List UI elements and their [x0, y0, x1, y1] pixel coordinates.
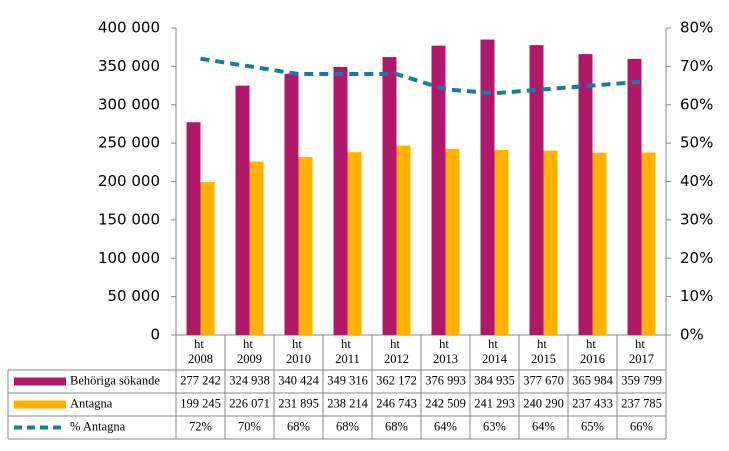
table-value: 237 785 [621, 396, 662, 410]
x-tick-label: ht 2011 [335, 337, 360, 366]
table-value: 340 424 [278, 373, 319, 387]
table-value: 66% [630, 419, 653, 433]
x-tick-label: ht 2016 [580, 337, 605, 366]
bar [333, 66, 348, 336]
y-tick-label: 0 [150, 326, 160, 344]
y-tick-label: 50 000 [108, 287, 161, 305]
y-tick-label: 300 000 [98, 95, 160, 113]
table-value: 64% [532, 419, 555, 433]
y-tick-label: 250 000 [98, 134, 160, 152]
table-value: 359 799 [621, 373, 662, 387]
table-value: 63% [483, 419, 506, 433]
bar [298, 157, 313, 335]
table-value: 72% [189, 419, 212, 433]
y-tick-label: 350 000 [98, 57, 160, 75]
legend-swatch [14, 377, 66, 386]
y2-tick-label: 80% [680, 19, 713, 37]
table-value: 349 316 [327, 373, 368, 387]
y2-tick-label: 0% [680, 326, 704, 344]
table-value: 68% [336, 419, 359, 433]
bar [382, 57, 397, 335]
x-tick-label: ht 2014 [482, 337, 508, 366]
bar [641, 152, 656, 335]
table-value: 226 071 [229, 396, 270, 410]
table-value: 231 895 [278, 396, 319, 410]
legend-label: Antagna [70, 396, 113, 410]
table-value: 246 743 [376, 396, 417, 410]
bar [235, 85, 250, 336]
table-value: 64% [434, 419, 457, 433]
y2-tick-label: 20% [680, 249, 713, 267]
legend-label: % Antagna [70, 419, 126, 433]
x-tick-label: ht 2008 [188, 337, 213, 366]
bar [200, 182, 215, 335]
bar [186, 122, 201, 335]
y2-tick-label: 10% [680, 287, 713, 305]
x-tick-label: ht 2012 [384, 337, 409, 366]
table-value: 199 245 [180, 396, 221, 410]
table-value: 277 242 [180, 373, 221, 387]
bar [431, 45, 446, 336]
line [200, 56, 642, 96]
y-tick-label: 400 000 [98, 19, 160, 37]
legend-label: Behöriga sökande [70, 373, 160, 387]
bar [592, 152, 607, 335]
y2-tick-label: 70% [680, 57, 713, 75]
table-value: 237 433 [572, 396, 613, 410]
bar [494, 149, 509, 335]
y-tick-label: 200 000 [98, 172, 160, 190]
y-tick-label: 150 000 [98, 210, 160, 228]
bar [445, 148, 460, 335]
table-value: 240 290 [523, 396, 564, 410]
bar [249, 161, 264, 335]
table-value: 238 214 [327, 396, 368, 410]
bar [347, 152, 362, 335]
table-value: 365 984 [572, 373, 613, 387]
bar [543, 150, 558, 335]
bar [627, 58, 642, 335]
y2-tick-label: 50% [680, 134, 713, 152]
table-value: 68% [385, 419, 408, 433]
x-tick-label: ht 2009 [237, 337, 262, 366]
table-value: 68% [287, 419, 310, 433]
bar [578, 54, 593, 336]
table-value: 324 938 [229, 373, 270, 387]
bar [284, 73, 299, 335]
table-value: 241 293 [474, 396, 515, 410]
y2-tick-label: 60% [680, 95, 713, 113]
x-tick-label: ht 2010 [286, 337, 311, 366]
legend-swatch [14, 400, 66, 409]
table-value: 70% [238, 419, 261, 433]
bar [396, 145, 411, 335]
bar [480, 39, 495, 336]
table-value: 242 509 [425, 396, 466, 410]
table-value: 376 993 [425, 373, 466, 387]
y2-tick-label: 40% [680, 172, 713, 190]
table-value: 377 670 [523, 373, 564, 387]
x-tick-label: ht 2017 [629, 337, 654, 366]
table-value: 65% [581, 419, 604, 433]
x-tick-label: ht 2013 [433, 337, 458, 366]
table-value: 362 172 [376, 373, 417, 387]
table-value: 384 935 [474, 373, 515, 387]
bar [529, 45, 544, 335]
y-tick-label: 100 000 [98, 249, 160, 267]
x-tick-label: ht 2015 [531, 337, 556, 366]
y2-tick-label: 30% [680, 210, 713, 228]
